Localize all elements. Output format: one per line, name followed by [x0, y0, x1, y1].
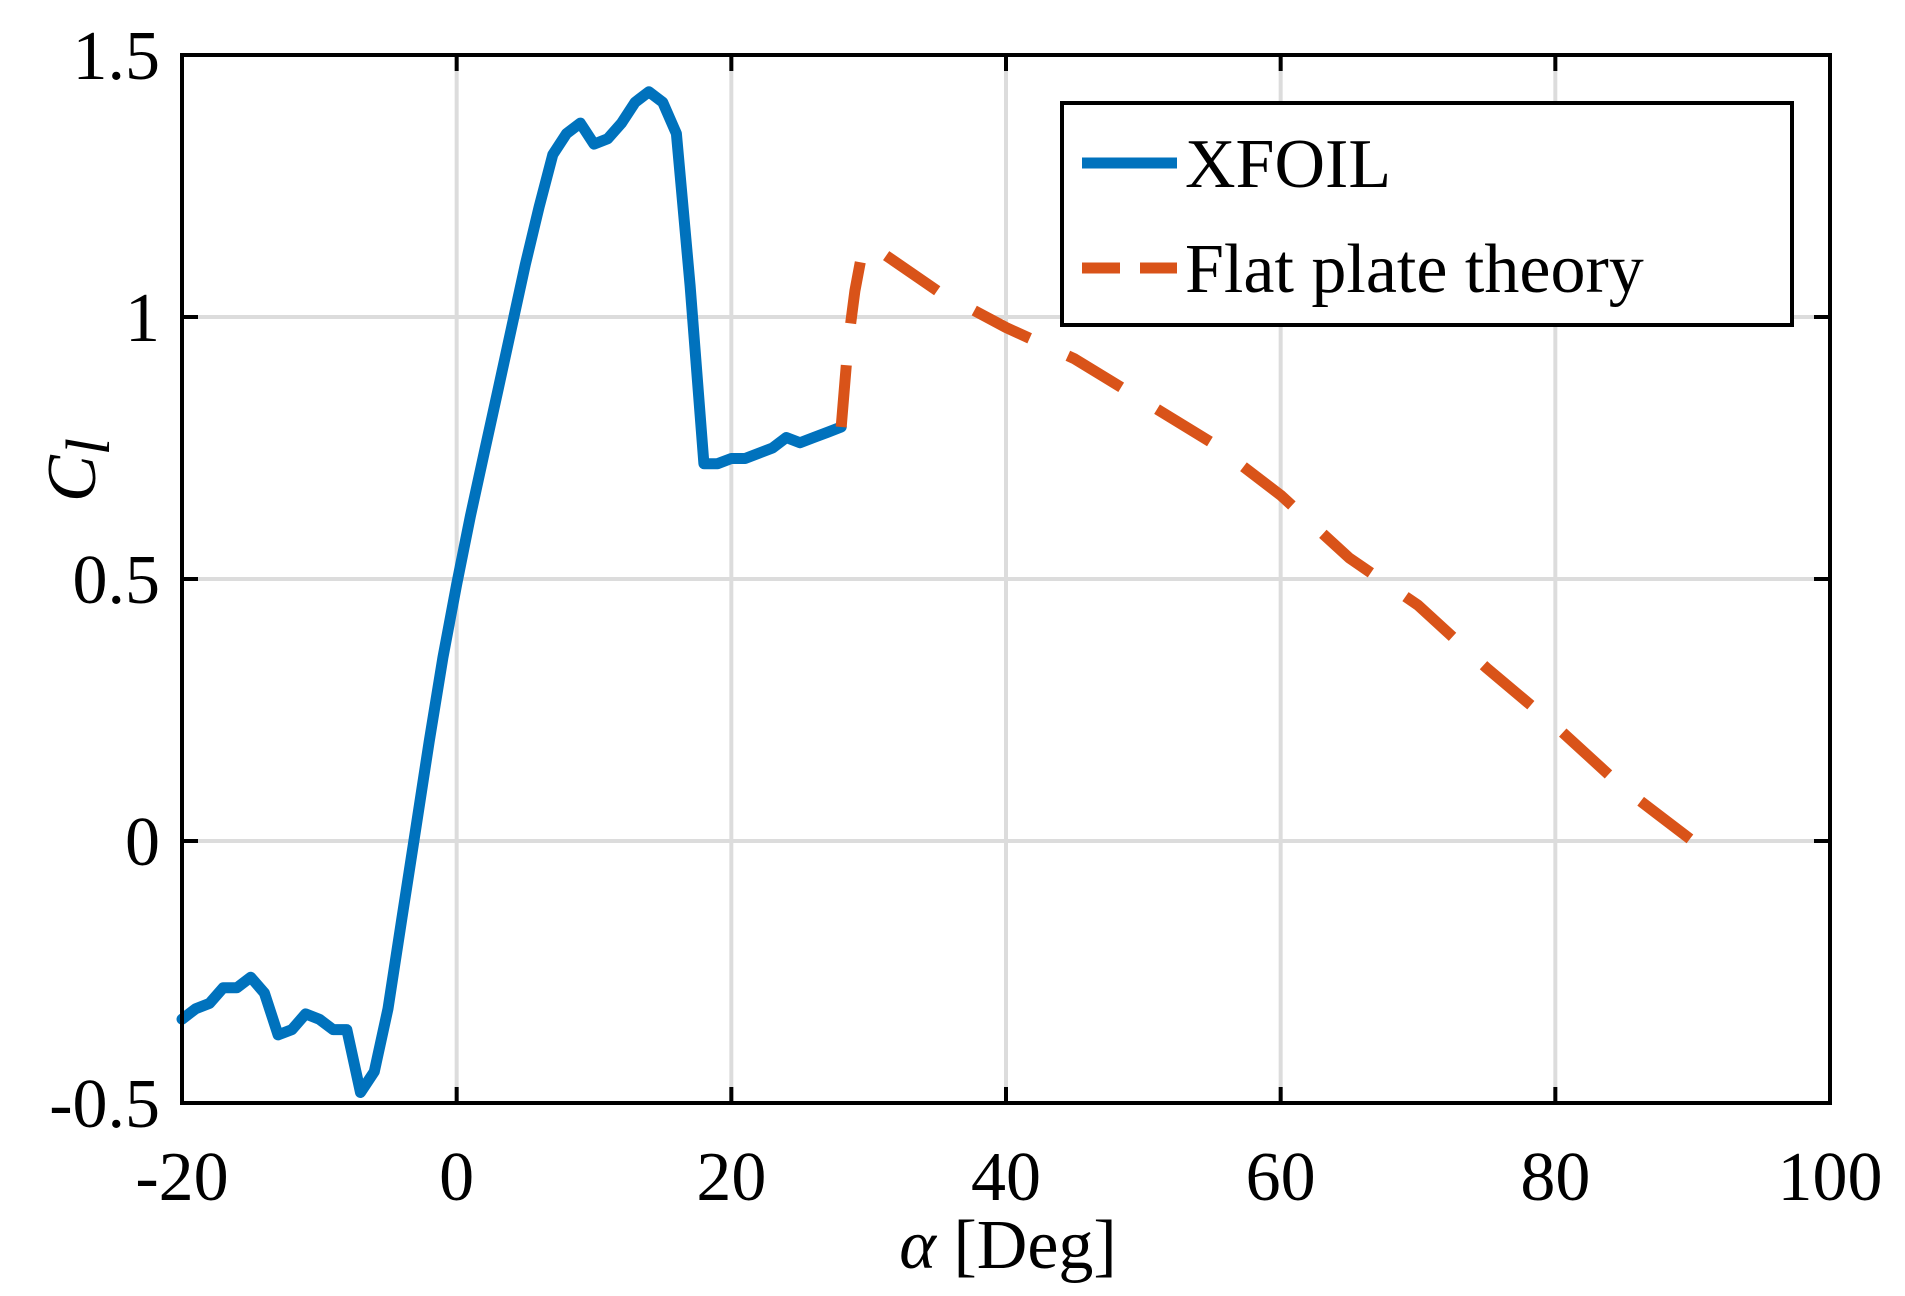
x-tick-label: 0 — [439, 1139, 474, 1216]
y-axis-label: Cl — [34, 438, 123, 502]
x-tick-label: 100 — [1778, 1139, 1883, 1216]
x-tick-label: -20 — [135, 1139, 228, 1216]
y-tick-label: 1 — [125, 280, 160, 357]
series-line-flat-plate-theory — [835, 238, 1697, 846]
plot-series — [176, 86, 1697, 1098]
legend-label-flat-plate: Flat plate theory — [1185, 231, 1644, 308]
y-tick-label: 0.5 — [73, 542, 161, 619]
x-axis-label: α [Deg] — [899, 1207, 1117, 1284]
y-tick-label: -0.5 — [49, 1066, 160, 1143]
x-tick-labels: -20 0 20 40 60 80 100 — [135, 1139, 1882, 1216]
x-tick-label: 40 — [971, 1139, 1041, 1216]
y-tick-label: 1.5 — [73, 18, 161, 95]
series-line-xfoil — [176, 86, 847, 1098]
legend-box — [1060, 101, 1794, 327]
y-tick-labels: -0.5 0 0.5 1 1.5 — [49, 18, 160, 1143]
y-tick-label: 0 — [125, 804, 160, 881]
x-tick-label: 80 — [1520, 1139, 1590, 1216]
x-tick-label: 20 — [696, 1139, 766, 1216]
legend-label-xfoil: XFOIL — [1185, 126, 1391, 203]
x-tick-label: 60 — [1246, 1139, 1316, 1216]
legend: XFOIL Flat plate theory — [1060, 101, 1794, 327]
axis-ticks — [180, 53, 1832, 1105]
